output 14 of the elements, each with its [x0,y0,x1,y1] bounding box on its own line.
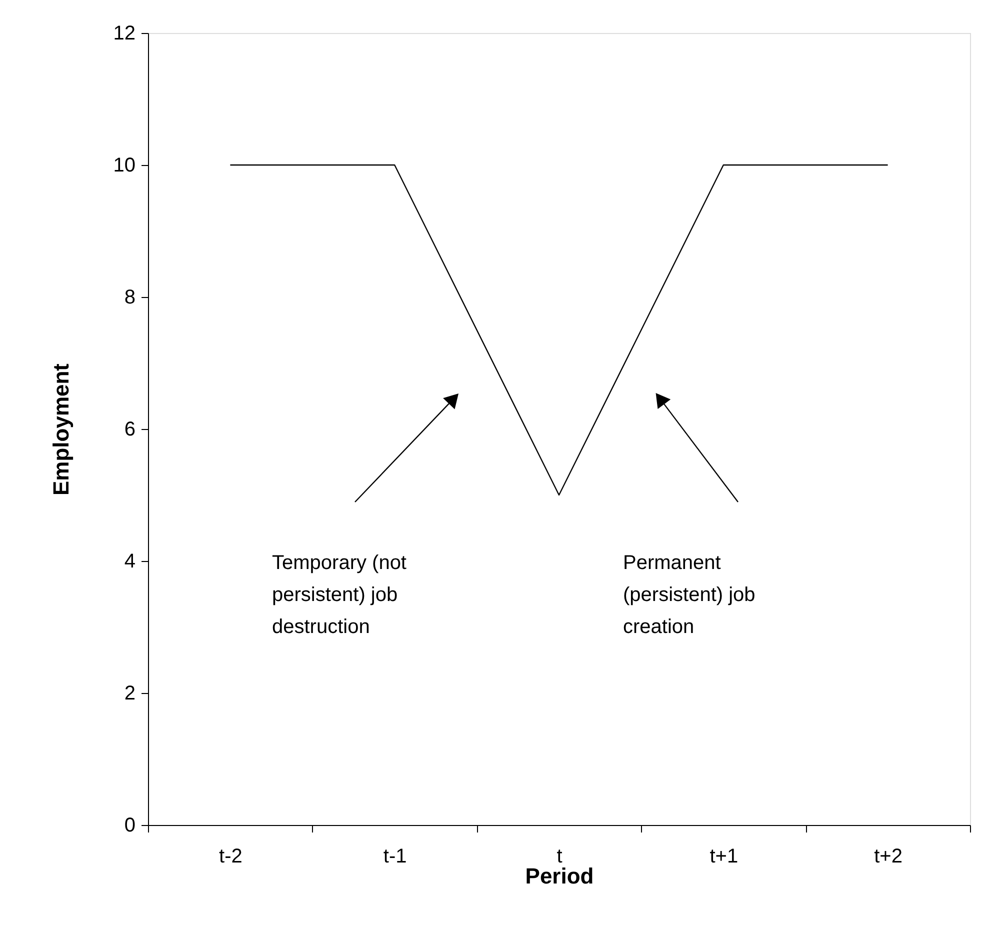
y-tick-label: 2 [124,682,136,704]
y-tick-label: 4 [124,550,136,572]
x-tick-label: t+1 [710,846,738,868]
x-tick-label: t+2 [874,846,902,868]
y-tick-label: 6 [124,418,136,440]
x-tick-label: t-2 [219,846,242,868]
y-tick-label: 0 [124,814,136,836]
annotation: Temporary (not persistent) job destruction [272,552,407,638]
y-axis-title: Employment [48,362,74,496]
y-tick-label: 12 [113,22,136,44]
y-tick-label: 10 [113,154,136,176]
x-tick-label: t-1 [383,846,407,868]
y-tick-label: 8 [124,286,136,308]
annotation: Permanent (persistent) job creation [623,552,756,638]
